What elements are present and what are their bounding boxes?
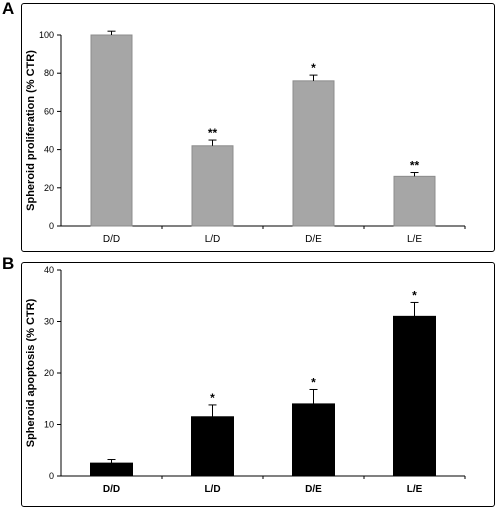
panel-b-y-tick-label: 10 [44, 420, 54, 430]
panel-a-y-tick-label: 0 [49, 221, 54, 231]
panel-b-significance-marker: * [311, 375, 316, 389]
panel-a-bar-d-d [90, 34, 133, 227]
panel-b-significance-marker: * [412, 288, 417, 302]
panel-b-bar-l-e [393, 315, 436, 477]
panel-b-letter: B [2, 254, 15, 273]
panel-a-y-tick-label: 100 [39, 30, 54, 40]
panel-a-y-tick-label: 60 [44, 106, 54, 116]
panel-a-category-label: L/E [407, 234, 422, 245]
panel-a-category-label: L/D [205, 234, 221, 245]
panel-a-y-tick-label: 20 [44, 183, 54, 193]
panel-b-y-axis-label: Spheroid apoptosis (% CTR) [25, 298, 37, 447]
panel-a-significance-marker: ** [208, 126, 218, 140]
panel-b-category-label: D/D [103, 484, 120, 495]
panel-b-bar-d-e [292, 403, 335, 477]
panel-a-category-label: D/E [305, 234, 322, 245]
panel-b-y-tick-label: 30 [44, 317, 54, 327]
panel-b-category-label: L/D [204, 484, 220, 495]
panel-b-category-label: D/E [305, 484, 322, 495]
panel-b-category-label: L/E [407, 484, 423, 495]
panel-a-bar-d-e [292, 80, 335, 227]
panel-b-significance-marker: * [210, 391, 215, 405]
panel-b-bar-d-d [90, 462, 133, 477]
panel-a-bar-l-e [393, 175, 436, 227]
panel-a-y-tick-label: 40 [44, 145, 54, 155]
panel-a-y-tick-label: 80 [44, 68, 54, 78]
panel-a-significance-marker: * [311, 61, 316, 75]
panel-a-category-label: D/D [103, 234, 120, 245]
panel-b-y-tick-label: 20 [44, 368, 54, 378]
panel-a-significance-marker: ** [410, 159, 420, 173]
panel-a-bar-l-d [191, 145, 234, 227]
panel-b-bar-l-d [191, 416, 234, 477]
panel-b-y-tick-label: 0 [49, 471, 54, 481]
panel-b-y-tick-label: 40 [44, 265, 54, 275]
panel-a-letter: A [2, 0, 15, 18]
panel-a-y-axis-label: Spheroid proliferation (% CTR) [25, 50, 37, 211]
